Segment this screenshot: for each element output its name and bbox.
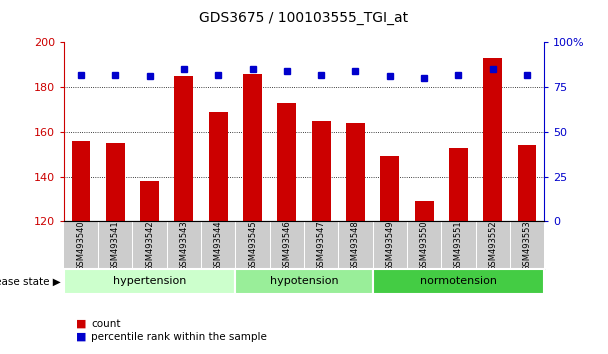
Text: GSM493552: GSM493552: [488, 221, 497, 272]
Text: GSM493545: GSM493545: [248, 221, 257, 272]
Bar: [449, 148, 468, 221]
Bar: [64, 269, 235, 294]
Text: disease state ▶: disease state ▶: [0, 276, 61, 286]
Bar: [373, 269, 544, 294]
Text: GSM493553: GSM493553: [522, 221, 531, 272]
Text: GSM493543: GSM493543: [179, 221, 188, 272]
Text: GSM493547: GSM493547: [317, 221, 326, 272]
Bar: [140, 181, 159, 221]
Bar: [483, 58, 502, 221]
Bar: [174, 76, 193, 221]
Bar: [346, 123, 365, 221]
Text: ■: ■: [76, 319, 86, 329]
Bar: [517, 145, 536, 221]
Text: ■: ■: [76, 332, 86, 342]
Bar: [72, 141, 91, 221]
Bar: [312, 121, 331, 221]
Bar: [243, 74, 262, 221]
Text: GSM493551: GSM493551: [454, 221, 463, 272]
Text: GSM493550: GSM493550: [420, 221, 429, 272]
Text: GSM493548: GSM493548: [351, 221, 360, 272]
Text: GSM493541: GSM493541: [111, 221, 120, 272]
Bar: [209, 112, 227, 221]
Text: percentile rank within the sample: percentile rank within the sample: [91, 332, 267, 342]
Bar: [277, 103, 296, 221]
Text: GSM493544: GSM493544: [214, 221, 223, 272]
Text: GSM493540: GSM493540: [77, 221, 86, 272]
Bar: [415, 201, 434, 221]
Text: hypotension: hypotension: [270, 276, 338, 286]
Text: count: count: [91, 319, 121, 329]
Text: GSM493542: GSM493542: [145, 221, 154, 272]
Bar: [106, 143, 125, 221]
Text: GSM493549: GSM493549: [385, 221, 394, 272]
Text: hypertension: hypertension: [113, 276, 186, 286]
Text: normotension: normotension: [420, 276, 497, 286]
Bar: [381, 156, 399, 221]
Text: GDS3675 / 100103555_TGI_at: GDS3675 / 100103555_TGI_at: [199, 11, 409, 25]
Bar: [235, 269, 373, 294]
Text: GSM493546: GSM493546: [282, 221, 291, 272]
